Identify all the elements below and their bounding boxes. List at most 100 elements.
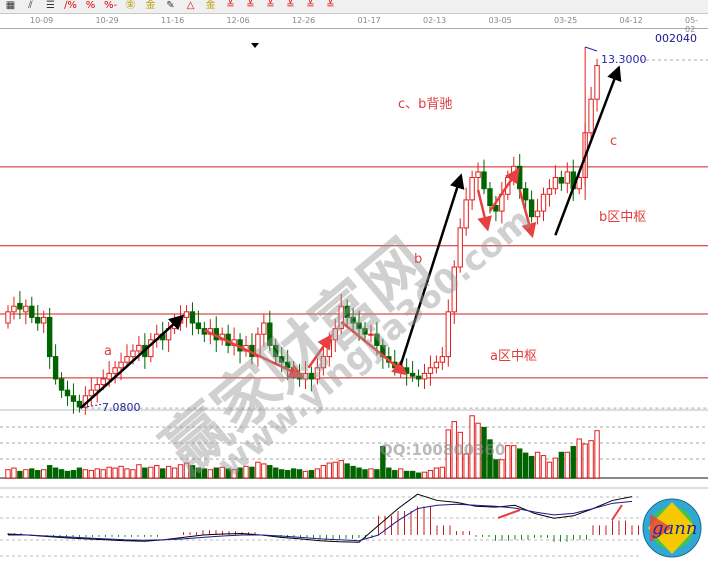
label-b: b: [414, 252, 423, 267]
date-tick: 03-05: [488, 16, 512, 25]
pen-icon[interactable]: ✎: [166, 0, 175, 11]
candle: [421, 372, 428, 380]
triangle-icon[interactable]: △: [186, 0, 195, 11]
volume-bar: [332, 461, 338, 479]
candle: [29, 305, 35, 318]
trend-arrow: [79, 314, 185, 409]
gold-line-icon[interactable]: 金: [145, 0, 156, 11]
volume-bar: [296, 469, 303, 479]
volume-bar: [183, 462, 190, 479]
candle: [320, 356, 327, 369]
line-tool-icon[interactable]: ≚: [306, 0, 315, 11]
trend-arrow: [518, 189, 537, 239]
volume-bar: [534, 451, 541, 479]
toolbar: ▦ ⫽ ☰ ∕%% %- ㊎金 ✎ △ 金 ≚ ≚ ≚ ≚ ≚ ≚: [0, 0, 708, 14]
macd-dea-line: [8, 500, 633, 542]
candle: [52, 356, 59, 380]
volume-bar: [290, 468, 297, 479]
volume-bar: [403, 470, 410, 479]
percent-line-icon[interactable]: %-: [103, 0, 118, 11]
list-icon[interactable]: ☰: [46, 0, 55, 11]
volume-bar: [58, 469, 65, 479]
volume-bar: [225, 468, 231, 479]
candle: [522, 188, 529, 201]
volume-bar: [41, 469, 47, 479]
candle: [17, 302, 23, 310]
draw-line-icon[interactable]: ⫽: [28, 0, 33, 11]
volume-bar: [249, 466, 255, 479]
candle: [23, 305, 29, 313]
candle: [279, 356, 285, 363]
candle: [267, 322, 273, 346]
stock-code: 002040: [655, 32, 697, 45]
candle: [576, 177, 582, 190]
grid-icon[interactable]: ▦: [5, 0, 16, 11]
candle: [469, 177, 475, 201]
volume-bar: [118, 465, 124, 479]
volume-bar: [70, 470, 77, 479]
candle: [314, 367, 321, 380]
trend-arrow: [203, 329, 305, 378]
label-c: c: [610, 134, 618, 149]
date-tick: 03-25: [554, 16, 578, 25]
line-tool-icon[interactable]: ≚: [326, 0, 335, 11]
line-tool-icon[interactable]: ≚: [226, 0, 235, 11]
volume-bar: [207, 469, 214, 479]
label-divergence: c、b背驰: [398, 97, 453, 112]
volume-bar: [52, 467, 59, 479]
candle: [344, 305, 350, 318]
line-tool-icon[interactable]: ≚: [266, 0, 275, 11]
volume-bar: [29, 468, 35, 479]
volume-bar: [540, 455, 547, 479]
gann-logo: gann: [642, 498, 702, 558]
volume-bar: [380, 445, 386, 479]
volume-bar: [76, 467, 83, 479]
date-tick: 11-16: [161, 16, 185, 25]
trend-arrow: [340, 320, 408, 376]
volume-bar: [350, 465, 356, 479]
gold-coin-icon[interactable]: ㊎: [125, 0, 136, 11]
volume-bar: [284, 470, 291, 479]
volume-bar: [100, 469, 106, 479]
volume-bar: [88, 470, 94, 479]
percent-icon[interactable]: %: [85, 0, 96, 11]
volume-bar: [64, 470, 71, 479]
low-marker: [79, 403, 104, 409]
candle: [332, 328, 338, 341]
volume-bar: [392, 470, 398, 479]
trend-arrow: [476, 189, 492, 232]
date-tick: 01-17: [357, 16, 381, 25]
candle: [451, 266, 457, 313]
volume-bar: [320, 465, 327, 479]
gold-icon[interactable]: 金: [205, 0, 216, 11]
volume-bar: [469, 415, 475, 479]
volume-bar: [338, 460, 344, 479]
candle: [308, 372, 315, 380]
candle: [540, 193, 547, 212]
candle: [409, 372, 416, 377]
line-tool-icon[interactable]: ≚: [246, 0, 255, 11]
volume-bar: [94, 468, 100, 479]
label-a: a: [104, 344, 112, 359]
volume-bar: [136, 464, 142, 479]
volume-bar: [243, 465, 249, 479]
volume-bar: [511, 445, 517, 479]
volume-bar: [124, 468, 130, 479]
date-tick: 12-06: [226, 16, 250, 25]
candle: [273, 344, 279, 358]
line-tool-icon[interactable]: ≚: [286, 0, 295, 11]
volume-bar: [35, 470, 41, 479]
candle: [124, 356, 130, 363]
volume-bar: [481, 426, 487, 479]
macd-arrow: [611, 504, 623, 521]
volume-bar: [398, 468, 404, 479]
percent-icon[interactable]: ∕%: [64, 0, 77, 11]
volume-bar: [267, 465, 273, 479]
volume-bar: [189, 465, 196, 479]
volume-bar: [576, 438, 582, 479]
volume-bar: [17, 470, 23, 479]
candle: [481, 171, 487, 190]
volume-bar: [326, 462, 333, 479]
candle: [261, 322, 267, 335]
volume-bar: [237, 467, 243, 479]
